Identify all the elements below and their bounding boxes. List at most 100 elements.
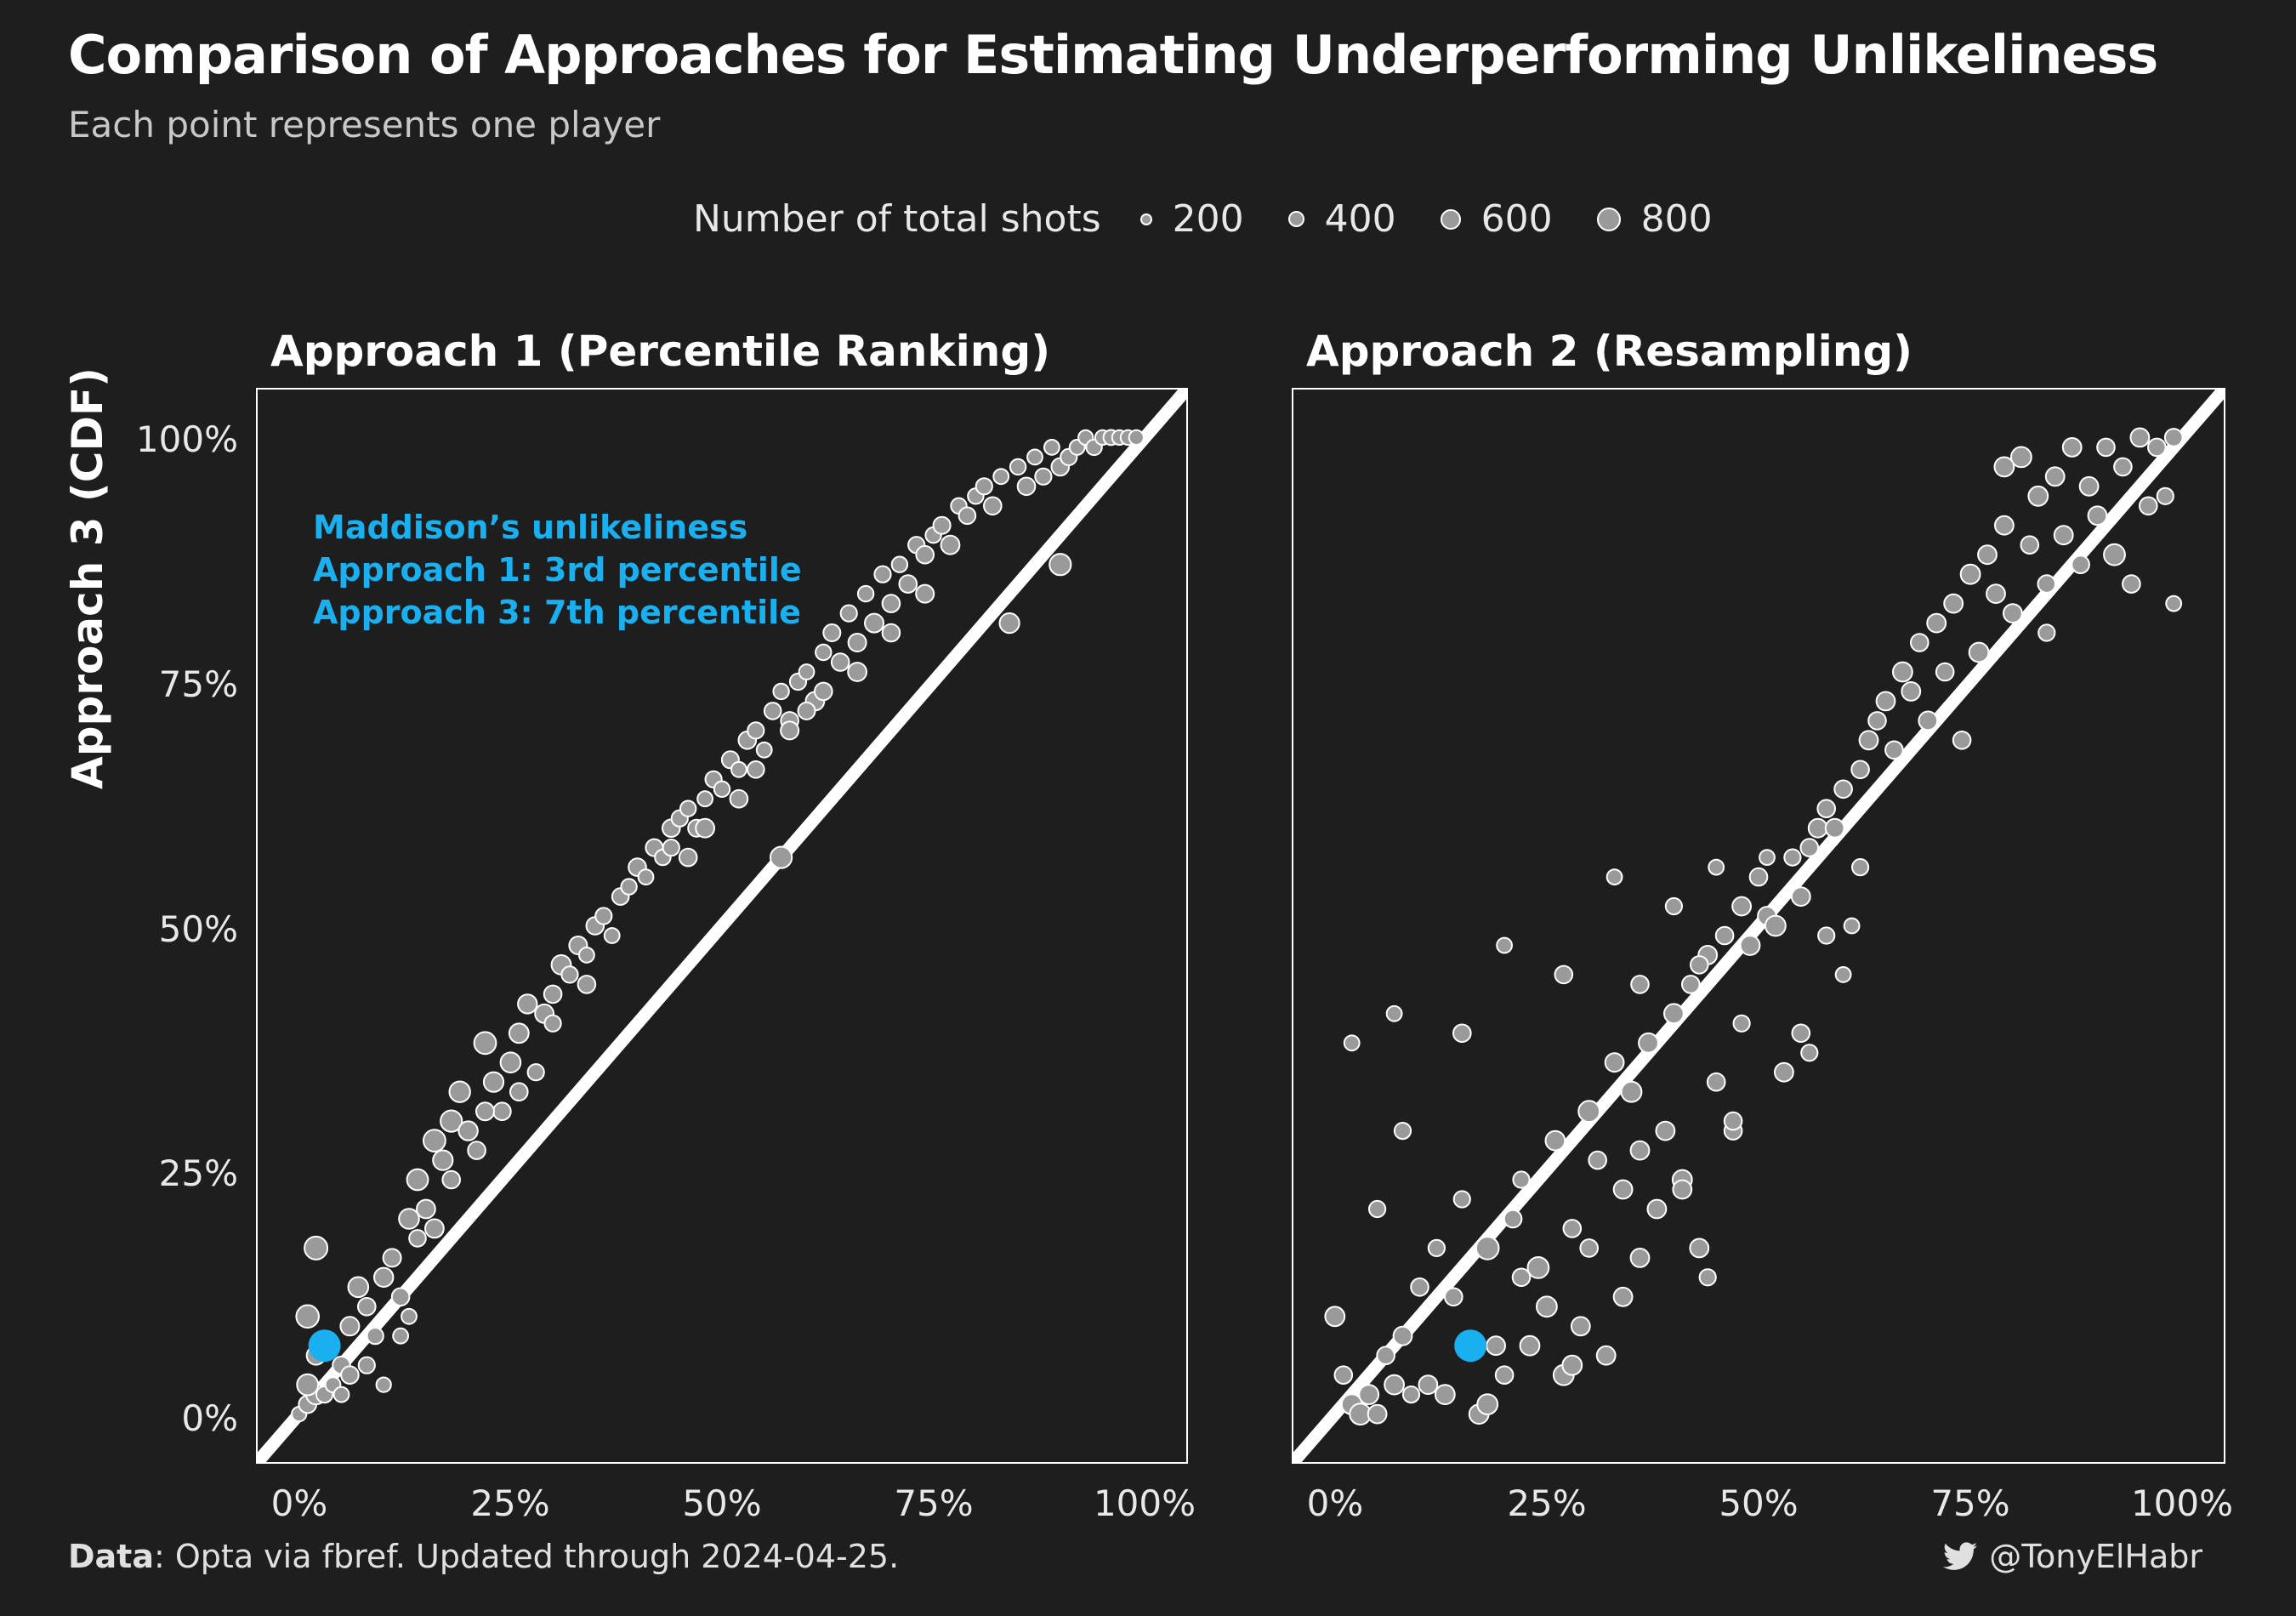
- player-point: [1503, 1209, 1523, 1229]
- player-point: [1799, 838, 1820, 857]
- player-point: [847, 633, 867, 652]
- y-tick-100: 100%: [136, 418, 238, 460]
- player-point: [1034, 467, 1053, 486]
- player-point: [375, 1376, 392, 1393]
- player-point: [1977, 544, 1998, 566]
- player-point: [1519, 1334, 1541, 1357]
- legend-item-600: 600: [1440, 197, 1553, 241]
- player-point: [2053, 525, 2074, 546]
- player-point: [347, 1276, 370, 1299]
- player-point: [1016, 476, 1037, 497]
- player-point: [603, 927, 621, 944]
- x-tick-50: 50%: [682, 1482, 761, 1524]
- player-point: [509, 1082, 529, 1101]
- legend-label: 600: [1480, 197, 1553, 241]
- player-point: [2071, 555, 2090, 575]
- player-point: [1910, 633, 1929, 652]
- points-layer-approach-1: [291, 429, 1145, 1423]
- player-point: [856, 584, 875, 603]
- player-point: [2003, 603, 2023, 623]
- player-point: [1689, 1238, 1710, 1259]
- player-point: [975, 477, 993, 496]
- player-point: [1655, 1120, 1676, 1141]
- player-point: [457, 1120, 479, 1141]
- highlight-point-maddison: [1454, 1329, 1487, 1363]
- player-point: [1577, 1100, 1601, 1124]
- player-point: [1774, 1061, 1794, 1083]
- player-point: [798, 663, 816, 680]
- player-point: [1452, 1190, 1471, 1209]
- player-point: [1418, 1374, 1439, 1395]
- player-point: [492, 1101, 512, 1121]
- legend-dot-icon: [1440, 208, 1461, 230]
- player-point: [1452, 1023, 1472, 1044]
- player-point: [847, 662, 867, 682]
- x-tick-100: 100%: [1094, 1482, 1196, 1524]
- player-point: [1706, 1072, 1726, 1092]
- player-point: [873, 565, 892, 583]
- player-point: [1748, 867, 1769, 887]
- player-point: [295, 1304, 321, 1329]
- annotation-line-2: Approach 1: 3rd percentile: [313, 551, 802, 589]
- legend-dot-icon: [1139, 213, 1152, 225]
- player-point: [1605, 868, 1623, 885]
- player-point: [1128, 429, 1145, 447]
- player-point: [357, 1356, 376, 1374]
- player-point: [1952, 731, 1972, 750]
- player-point: [1858, 730, 1879, 751]
- player-point: [1026, 448, 1043, 466]
- player-point: [366, 1327, 384, 1346]
- player-point: [1544, 1129, 1566, 1152]
- panel-title-approach-2: Approach 2 (Resampling): [1306, 327, 1912, 376]
- player-point: [423, 1129, 446, 1152]
- player-point: [1343, 1034, 1361, 1052]
- player-point: [1629, 1248, 1651, 1268]
- player-point: [2078, 475, 2100, 497]
- panel-approach-2: 0% 25% 50% 75% 100%: [1292, 388, 2233, 1524]
- player-point: [2096, 437, 2116, 458]
- legend-item-800: 800: [1596, 197, 1713, 241]
- player-point: [998, 612, 1020, 634]
- legend-label: 400: [1324, 197, 1396, 241]
- player-point: [1690, 955, 1709, 975]
- player-point: [1646, 1198, 1668, 1220]
- player-point: [416, 1198, 436, 1220]
- player-point: [1723, 1111, 1743, 1131]
- x-tick-50: 50%: [1719, 1482, 1798, 1524]
- player-point: [772, 682, 790, 701]
- y-tick-0: 0%: [181, 1397, 238, 1439]
- highlight-point-maddison: [308, 1329, 341, 1363]
- player-point: [814, 681, 833, 702]
- annotation-line-1: Maddison’s unlikeliness: [313, 509, 747, 546]
- player-point: [1475, 1236, 1500, 1260]
- identity-line: [1293, 389, 2225, 1463]
- player-point: [1739, 935, 1761, 956]
- player-point: [864, 612, 884, 634]
- legend-title: Number of total shots: [693, 197, 1101, 241]
- player-point: [1595, 1345, 1617, 1366]
- player-point: [1698, 1268, 1717, 1287]
- player-point: [679, 799, 697, 817]
- player-point: [1681, 975, 1701, 994]
- player-point: [1486, 1335, 1506, 1357]
- player-point: [1385, 1004, 1403, 1022]
- player-point: [2156, 487, 2174, 505]
- y-tick-75: 75%: [159, 663, 238, 705]
- player-point: [398, 1208, 420, 1230]
- player-point: [1875, 691, 1896, 712]
- player-point: [1324, 1306, 1346, 1328]
- player-point: [932, 515, 952, 535]
- player-point: [815, 643, 833, 662]
- player-point: [2129, 427, 2151, 448]
- handle-text: @TonyElHabr: [1989, 1538, 2202, 1575]
- player-point: [678, 847, 698, 868]
- player-point: [747, 760, 765, 779]
- player-point: [1708, 858, 1725, 876]
- player-point: [915, 544, 935, 565]
- player-point: [408, 1229, 427, 1248]
- player-point: [1851, 858, 1870, 877]
- player-point: [1638, 1032, 1659, 1054]
- player-point: [1512, 1170, 1531, 1189]
- player-point: [1816, 799, 1836, 819]
